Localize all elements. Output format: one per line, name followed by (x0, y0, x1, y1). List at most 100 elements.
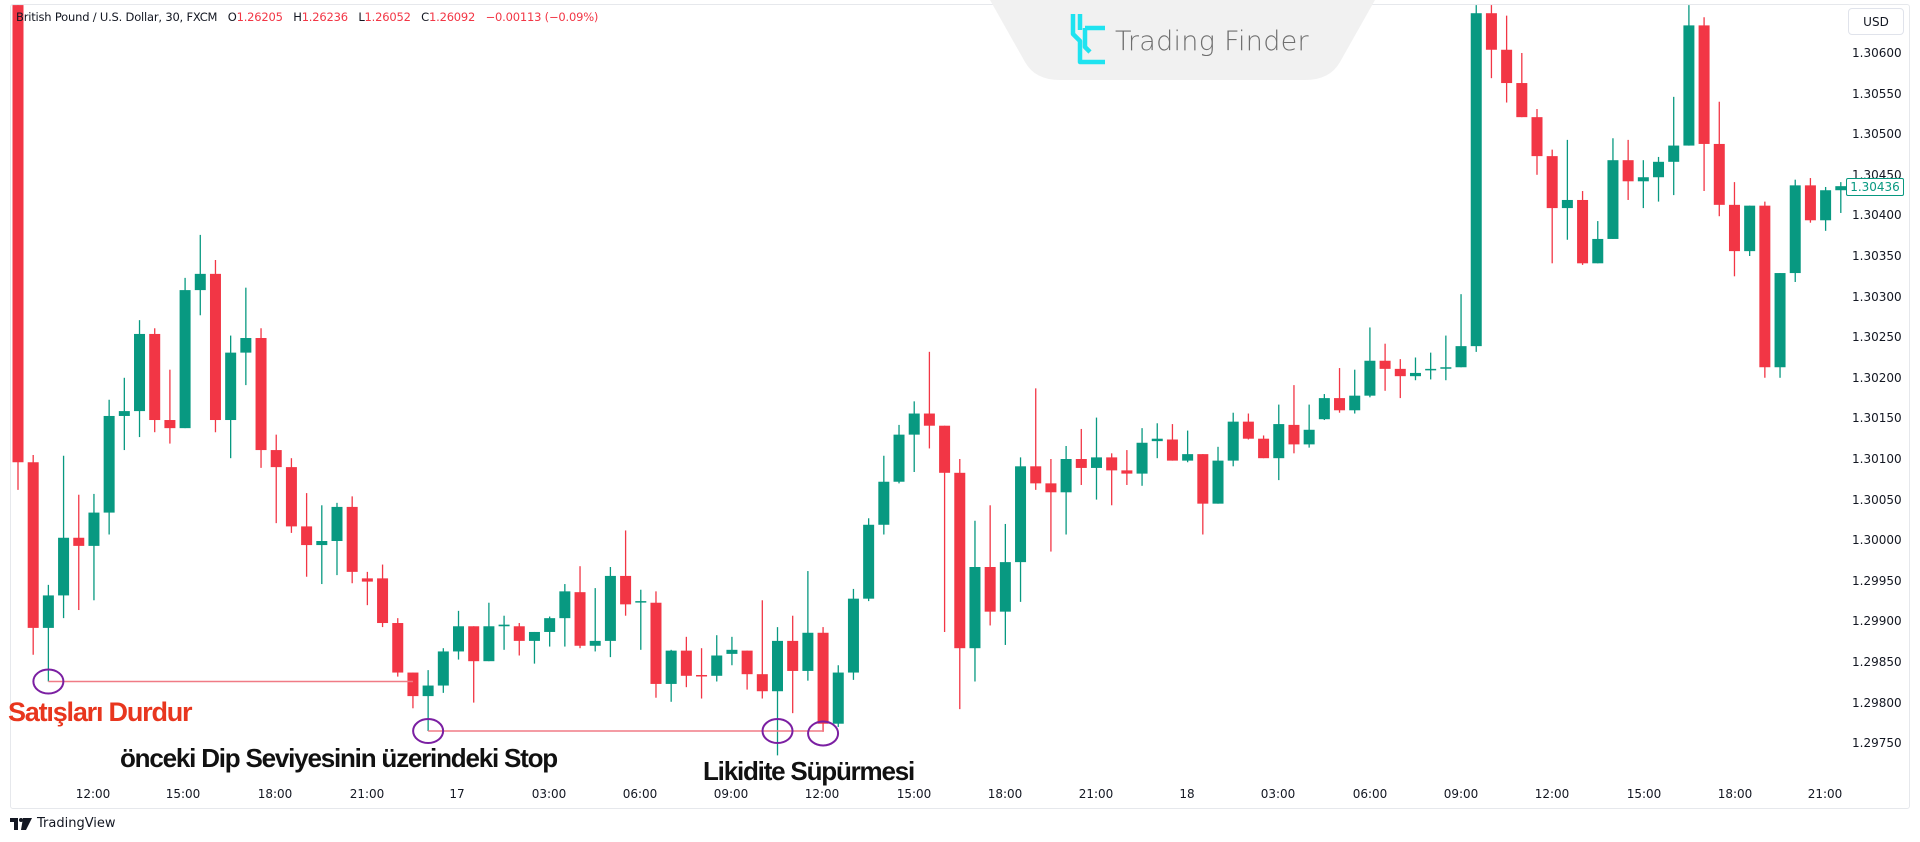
candle (1166, 424, 1178, 461)
candle (1318, 394, 1330, 421)
candle (255, 328, 267, 468)
time-axis-label: 09:00 (713, 787, 749, 801)
time-axis-label: 03:00 (531, 787, 567, 801)
price-axis-label: 1.29850 (1852, 655, 1902, 669)
price-axis-label: 1.30400 (1852, 208, 1902, 223)
candle (1668, 96, 1680, 196)
candle (1561, 139, 1573, 240)
time-axis-label: 21:00 (349, 787, 385, 801)
time-axis-label: 06:00 (622, 787, 658, 801)
change-value: −0.00113 (−0.09%) (485, 10, 599, 24)
symbol-legend: British Pound / U.S. Dollar, 30, FXCM O1… (16, 10, 598, 24)
candle (346, 496, 358, 584)
time-axis-label: 17 (449, 787, 465, 801)
candle (1455, 294, 1467, 368)
candle (726, 636, 738, 666)
candle (635, 589, 647, 650)
time-axis-label: 15:00 (165, 787, 201, 801)
candle (1349, 369, 1361, 414)
time-axis-label: 15:00 (896, 787, 932, 801)
candle (301, 493, 313, 577)
price-axis-label: 1.30500 (1852, 127, 1902, 142)
candle (544, 616, 556, 647)
candles-layer (12, 5, 1847, 756)
candle (1197, 454, 1209, 535)
trading-finder-brand-text: Trading Finder (1115, 26, 1309, 57)
candle (1136, 428, 1148, 486)
candle (1242, 413, 1254, 440)
tradingview-brand: TradingView (37, 816, 116, 831)
candle (1607, 138, 1619, 239)
time-axis-label: 03:00 (1260, 787, 1296, 801)
candle (984, 505, 996, 626)
candle (270, 434, 282, 524)
candle (1212, 446, 1224, 504)
candle (847, 588, 859, 680)
candle (528, 631, 540, 664)
candle (680, 636, 692, 688)
time-axis-label: 06:00 (1352, 787, 1388, 801)
annotation-circle (32, 668, 65, 695)
candle (240, 287, 252, 386)
annotation-circle (807, 720, 840, 747)
candle (696, 648, 708, 699)
candle (437, 648, 449, 693)
candle (1835, 182, 1847, 213)
candle (1182, 430, 1194, 463)
tradingview-logo-icon (10, 817, 32, 830)
price-axis-label: 1.29950 (1852, 573, 1902, 588)
time-axis-label: 18:00 (1717, 787, 1753, 801)
candle (468, 626, 480, 703)
time-axis-label: 09:00 (1443, 787, 1479, 801)
candle (498, 615, 510, 650)
candle (954, 459, 966, 710)
candle (1653, 156, 1665, 202)
annotation-layer (32, 668, 840, 747)
candle (58, 455, 70, 619)
candle (1409, 357, 1421, 381)
price-axis-label: 1.30050 (1852, 492, 1902, 507)
candle (1030, 388, 1042, 490)
candle (923, 351, 935, 449)
candle (559, 584, 571, 647)
candle (209, 260, 221, 433)
time-axis-label: 18:00 (987, 787, 1023, 801)
candle (42, 584, 54, 682)
candle (331, 502, 343, 576)
candle (194, 234, 206, 316)
low-label: L (358, 10, 365, 24)
candle (1258, 435, 1270, 459)
candle (73, 494, 85, 611)
candle (377, 564, 389, 628)
candle (1440, 335, 1452, 381)
candle (1759, 201, 1771, 378)
candle (134, 320, 146, 438)
candle (1820, 186, 1832, 231)
candle (1273, 404, 1285, 481)
tradingview-footer[interactable]: TradingView (10, 816, 116, 831)
candle (316, 505, 328, 585)
candle (1425, 352, 1437, 380)
candle (574, 566, 586, 649)
candle (1288, 385, 1300, 454)
time-axis-label: 18:00 (257, 787, 293, 801)
candle (483, 602, 495, 662)
annotation-stop-selling: Satışları Durdur (8, 697, 193, 727)
close-value: 1.26092 (429, 10, 476, 24)
price-axis-label: 1.30100 (1852, 452, 1902, 466)
currency-button[interactable]: USD (1848, 8, 1904, 35)
candle (1060, 446, 1072, 535)
candle (908, 401, 920, 472)
candle (1531, 109, 1543, 175)
candle (1774, 273, 1786, 378)
candle (1394, 359, 1406, 399)
candle (12, 5, 24, 490)
time-axis-label: 15:00 (1626, 787, 1662, 801)
candle (665, 649, 677, 702)
candle (1683, 5, 1695, 146)
candle (513, 623, 525, 656)
candle (1151, 423, 1163, 459)
candle (164, 369, 176, 444)
price-axis-label: 1.30000 (1852, 533, 1902, 548)
